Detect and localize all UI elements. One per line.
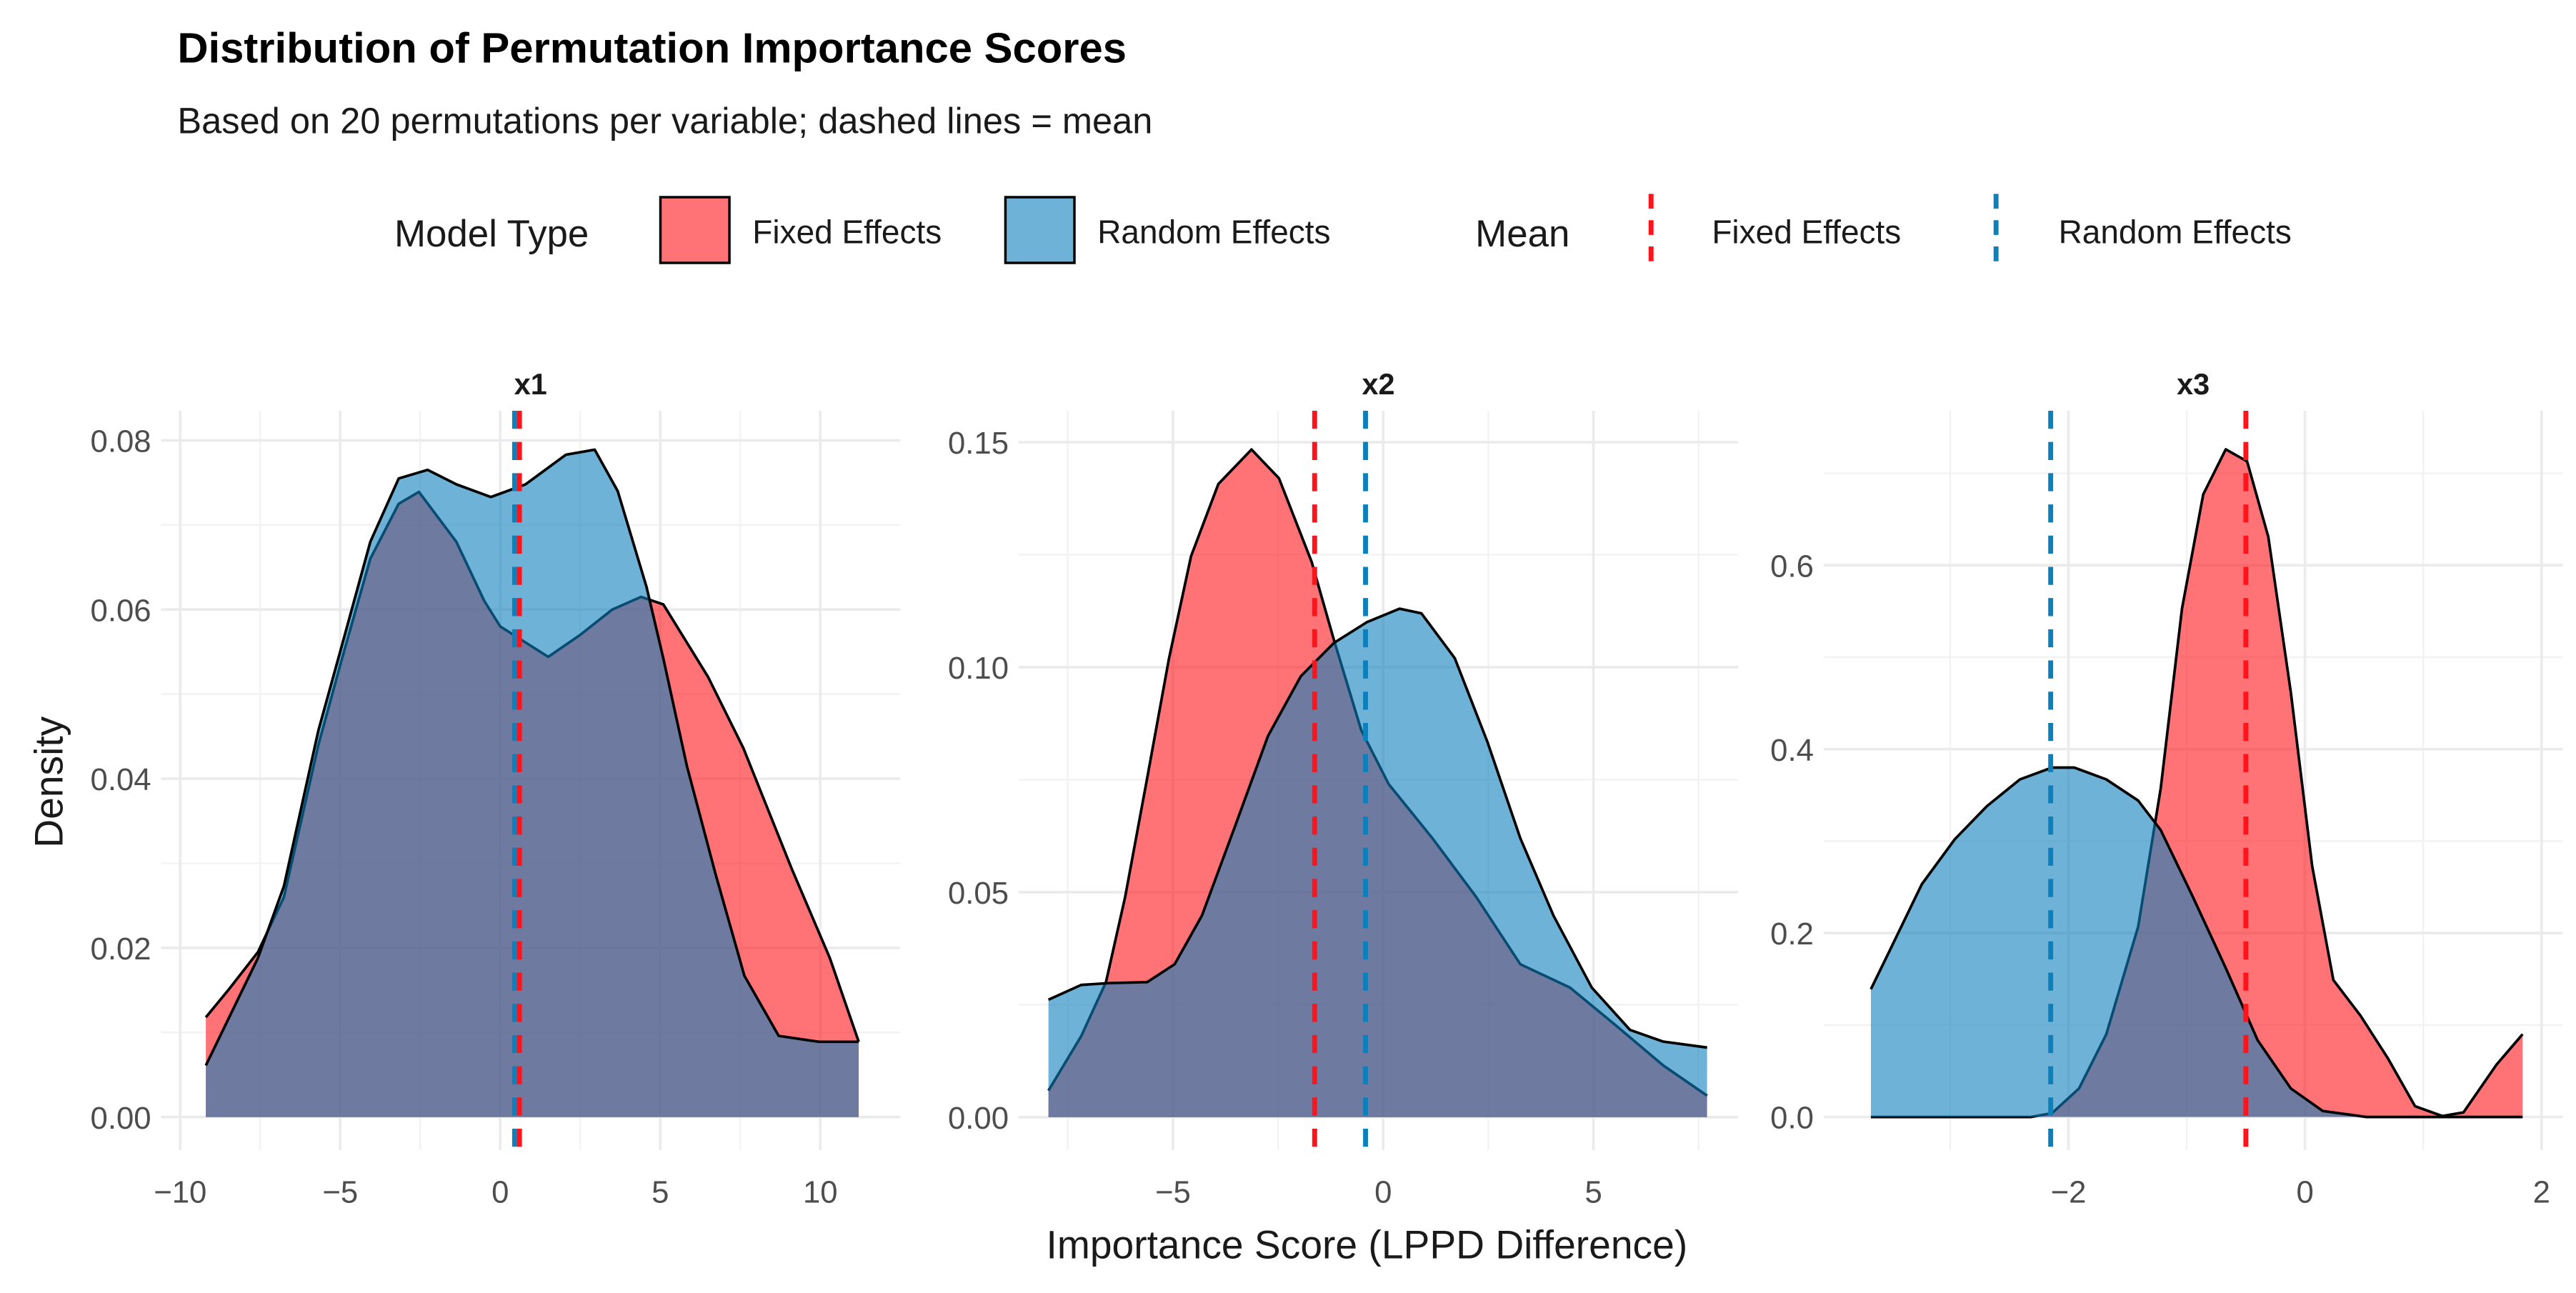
- density-area-fixed-effects: [1870, 449, 2523, 1117]
- x-tick-label: 5: [652, 1174, 669, 1209]
- legend-fill-title: Model Type: [394, 213, 589, 255]
- facet-strip-label: x2: [1362, 368, 1394, 401]
- density-outline-random-effects: [1047, 607, 1707, 1049]
- legend-key-random-effects: [1004, 196, 1076, 264]
- y-tick-label: 0.4: [1770, 733, 1814, 768]
- y-tick-label: 0.08: [91, 424, 151, 459]
- legend-label-mean-fixed: Fixed Effects: [1712, 213, 1901, 250]
- density-area-random-effects: [1048, 609, 1707, 1117]
- y-tick-label: 0.6: [1770, 549, 1814, 584]
- facet-strip-label: x3: [2177, 368, 2210, 401]
- chart-title: Distribution of Permutation Importance S…: [177, 24, 1127, 71]
- y-axis-title: Density: [26, 716, 71, 847]
- y-tick-label: 0.0: [1770, 1101, 1814, 1136]
- x-tick-label: 0: [2296, 1174, 2313, 1209]
- density-outline-random-effects: [204, 448, 859, 1067]
- y-tick-label: 0.2: [1770, 917, 1814, 952]
- density-area-random-effects: [206, 449, 859, 1117]
- density-area-random-effects: [1870, 767, 2523, 1117]
- chart-subtitle: Based on 20 permutations per variable; d…: [177, 100, 1152, 141]
- legend-line-title: Mean: [1475, 213, 1569, 255]
- x-tick-label: 0: [1374, 1174, 1392, 1209]
- legend: Model Type Fixed Effects Random Effects …: [394, 194, 2292, 266]
- legend-key-fixed-effects: [659, 196, 731, 264]
- legend-label-fixed-effects: Fixed Effects: [752, 213, 942, 250]
- y-tick-label: 0.06: [91, 593, 151, 628]
- x-tick-label: 2: [2533, 1174, 2550, 1209]
- y-tick-label: 0.00: [948, 1101, 1009, 1136]
- x-tick-label: 10: [803, 1174, 838, 1209]
- x-tick-label: 0: [491, 1174, 509, 1209]
- x-tick-label: −5: [1155, 1174, 1191, 1209]
- y-tick-label: 0.02: [91, 932, 151, 967]
- density-outline-random-effects: [1869, 766, 2523, 1119]
- y-tick-label: 0.00: [91, 1101, 151, 1136]
- y-tick-label: 0.10: [948, 651, 1009, 686]
- x-tick-label: −10: [154, 1174, 206, 1209]
- x-tick-label: 5: [1584, 1174, 1602, 1209]
- x-tick-label: −5: [322, 1174, 358, 1209]
- legend-label-random-effects: Random Effects: [1097, 213, 1330, 250]
- legend-label-mean-random: Random Effects: [2059, 213, 2292, 250]
- y-tick-label: 0.15: [948, 426, 1009, 461]
- facet-strip-label: x1: [514, 368, 547, 401]
- x-axis-title: Importance Score (LPPD Difference): [1047, 1223, 1688, 1267]
- y-tick-label: 0.05: [948, 876, 1009, 911]
- panel-x1: −10 −5 0 5 10 0.00 0.02 0.04 0.06 0.08 x1: [91, 368, 901, 1209]
- panel-x3: −2 0 2 0.0 0.2 0.4 0.6 x3: [1770, 368, 2563, 1209]
- panel-x2: −5 0 5 0.00 0.05 0.10 0.15 x2: [948, 368, 1739, 1209]
- x-tick-label: −2: [2051, 1174, 2087, 1209]
- y-tick-label: 0.04: [91, 762, 151, 797]
